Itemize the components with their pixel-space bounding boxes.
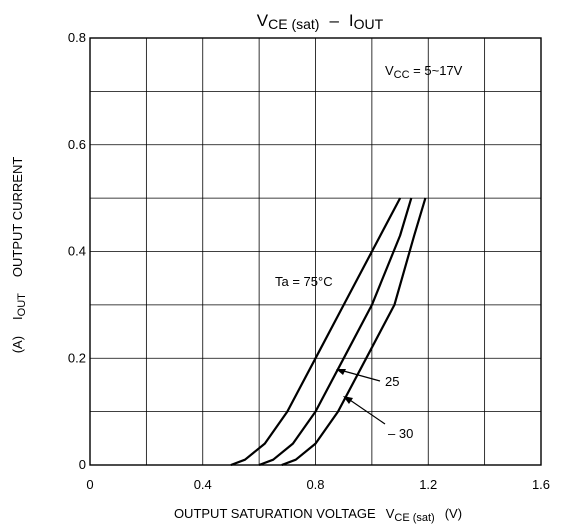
plot-frame — [89, 37, 542, 466]
y-tick-label: 0.6 — [68, 137, 86, 152]
series-layer — [230, 197, 427, 467]
series-label-75c: Ta = 75°C — [275, 274, 333, 289]
x-tick-label: 0.4 — [194, 477, 212, 492]
y-tick-label: 0 — [79, 457, 86, 472]
x-tick-label: 1.2 — [419, 477, 437, 492]
series-line-25c — [258, 197, 413, 467]
grid — [90, 38, 541, 465]
series-arrow-m30 — [346, 397, 386, 425]
condition-label: VCC = 5~17V — [385, 63, 463, 81]
series-label-m30: – 30 — [388, 426, 413, 441]
x-tick-label: 0.8 — [306, 477, 324, 492]
tick-labels: 0 0.4 0.8 1.2 1.6 0 0.2 0.4 0.6 0.8 — [68, 30, 550, 492]
series-arrowhead-25 — [336, 369, 346, 375]
y-tick-label: 0.8 — [68, 30, 86, 45]
series-arrowhead-m30 — [343, 396, 353, 404]
series-arrow-25 — [339, 369, 381, 382]
y-tick-label: 0.2 — [68, 350, 86, 365]
chart-title: VCE (sat) – IOUT — [257, 11, 384, 32]
series-line-75c — [230, 197, 402, 467]
x-tick-label: 0 — [86, 477, 93, 492]
plot-border — [89, 37, 542, 466]
y-axis-label: (A)IOUTOUTPUT CURRENT — [10, 157, 28, 354]
x-tick-label: 1.6 — [532, 477, 550, 492]
series-label-25: 25 — [385, 374, 399, 389]
series-line-minus30c — [281, 197, 427, 467]
x-axis-label: OUTPUT SATURATION VOLTAGE VCE (sat) (V) — [174, 506, 462, 524]
y-tick-label: 0.4 — [68, 244, 86, 259]
